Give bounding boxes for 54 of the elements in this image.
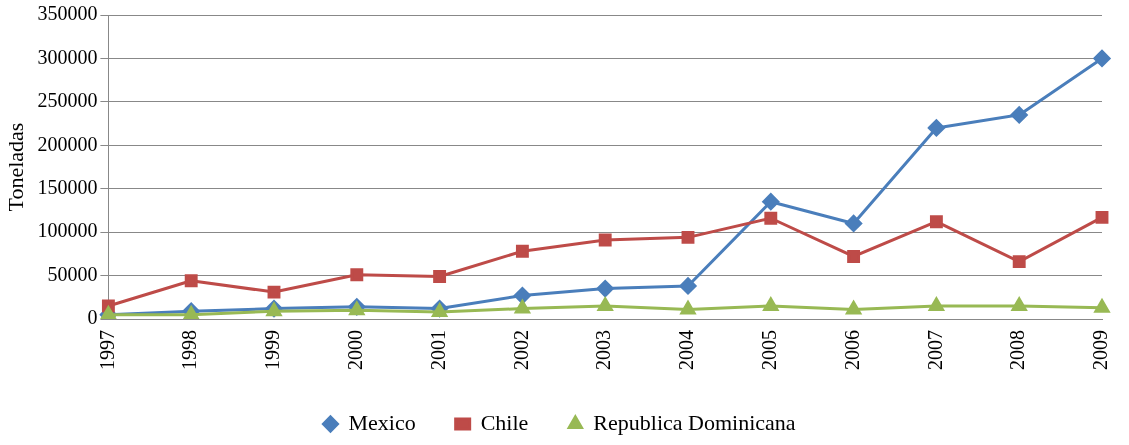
x-tick-label: 1997 bbox=[95, 330, 118, 370]
point bbox=[1095, 210, 1109, 224]
point bbox=[183, 306, 199, 319]
x-tick-label: 2000 bbox=[344, 330, 367, 370]
point bbox=[681, 230, 695, 244]
point bbox=[929, 215, 943, 229]
x-tick-label: 2003 bbox=[592, 330, 615, 370]
point bbox=[847, 250, 861, 263]
point bbox=[514, 300, 530, 314]
point bbox=[1011, 297, 1027, 311]
y-tick-label: 50000 bbox=[47, 262, 98, 285]
y-tick-label: 250000 bbox=[37, 89, 98, 112]
point bbox=[762, 193, 780, 211]
point bbox=[846, 300, 862, 315]
x-tick-label: 2008 bbox=[1006, 330, 1029, 370]
point bbox=[1093, 49, 1111, 67]
y-tick-label: 100000 bbox=[37, 219, 98, 242]
point bbox=[598, 233, 612, 247]
point bbox=[1094, 299, 1110, 313]
point bbox=[350, 268, 364, 282]
point bbox=[764, 211, 778, 225]
point bbox=[679, 277, 697, 295]
y-tick-label: 0 bbox=[87, 306, 98, 329]
point bbox=[845, 214, 863, 232]
y-tick-label: 300000 bbox=[37, 45, 98, 68]
point bbox=[928, 297, 944, 311]
point bbox=[596, 280, 614, 298]
x-tick-label: 2002 bbox=[509, 330, 532, 370]
x-tick-label: 2009 bbox=[1089, 330, 1112, 370]
legend-label: Mexico bbox=[348, 409, 416, 435]
x-tick-label: 2006 bbox=[840, 330, 863, 370]
y-axis-title: Toneladas bbox=[2, 122, 28, 212]
legend-label: Republica Dominicana bbox=[593, 409, 796, 435]
point bbox=[1012, 255, 1026, 269]
y-tick-label: 200000 bbox=[37, 132, 98, 155]
legend-label: Chile bbox=[480, 409, 529, 435]
point bbox=[267, 285, 281, 299]
x-tick-label: 2005 bbox=[758, 330, 781, 370]
point bbox=[680, 300, 696, 315]
point bbox=[927, 119, 945, 137]
x-tick-label: 2007 bbox=[923, 330, 946, 370]
x-tick-label: 2001 bbox=[426, 330, 449, 370]
point bbox=[184, 274, 198, 288]
point bbox=[515, 244, 529, 258]
x-tick-label: 1999 bbox=[261, 330, 284, 370]
point bbox=[597, 297, 613, 311]
point bbox=[1010, 106, 1028, 124]
y-tick-label: 350000 bbox=[37, 2, 98, 25]
point bbox=[433, 269, 447, 283]
x-tick-label: 1998 bbox=[178, 330, 201, 370]
y-tick-label: 150000 bbox=[37, 175, 98, 198]
x-tick-label: 2004 bbox=[675, 330, 698, 370]
point bbox=[763, 297, 779, 311]
point bbox=[513, 287, 531, 305]
